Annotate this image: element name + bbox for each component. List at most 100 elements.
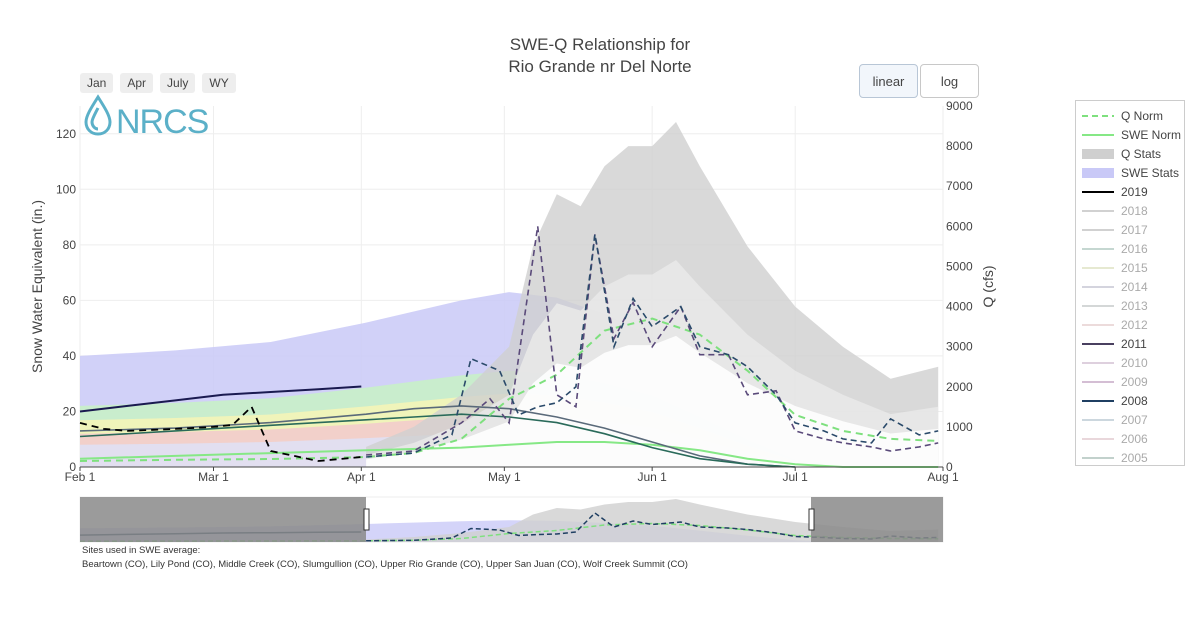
legend-symbol: [1081, 205, 1115, 217]
y2-tick-label: 7000: [946, 179, 973, 193]
swe-2019-line: [79, 385, 362, 413]
y-tick-label: 20: [63, 404, 77, 418]
chart-title: SWE-Q Relationship for Rio Grande nr Del…: [440, 34, 760, 78]
legend-symbol: [1081, 243, 1115, 255]
linear-scale-button[interactable]: linear: [859, 64, 918, 98]
y-tick-label: 0: [69, 460, 76, 474]
y-tick-label: 60: [63, 293, 77, 307]
legend-label: 2009: [1121, 374, 1148, 389]
y2-tick-label: 3000: [946, 340, 973, 354]
legend-label: 2005: [1121, 450, 1148, 465]
sites-label: Sites used in SWE average:: [82, 545, 201, 556]
range-selector: Jan Apr July WY: [80, 73, 236, 93]
x-tick-label: Apr 1: [347, 470, 376, 484]
y2-tick-label: 0: [946, 460, 953, 474]
legend-item-2007[interactable]: 2007: [1076, 410, 1184, 429]
swe-percentile-band: [80, 370, 843, 467]
legend-item-2013[interactable]: 2013: [1076, 296, 1184, 315]
legend-symbol: [1081, 433, 1115, 445]
legend-item-2019[interactable]: 2019: [1076, 182, 1184, 201]
legend-item-2010[interactable]: 2010: [1076, 353, 1184, 372]
legend-item-2016[interactable]: 2016: [1076, 239, 1184, 258]
legend-label: 2007: [1121, 412, 1148, 427]
x-tick-label: Aug 1: [927, 470, 959, 484]
legend-item-swe-norm[interactable]: SWE Norm: [1076, 125, 1184, 144]
range-button-apr[interactable]: Apr: [120, 73, 154, 93]
x-tick-label: Jun 1: [637, 470, 667, 484]
log-scale-button[interactable]: log: [920, 64, 979, 98]
legend-symbol: [1081, 224, 1115, 236]
q-stats-band: [366, 122, 939, 467]
y2-tick-label: 8000: [946, 139, 973, 153]
legend-item-q-norm[interactable]: Q Norm: [1076, 106, 1184, 125]
legend-item-2017[interactable]: 2017: [1076, 220, 1184, 239]
swe-norm-line: [79, 441, 939, 468]
y-tick-label: 120: [56, 127, 76, 141]
legend-label: 2008: [1121, 393, 1148, 408]
chart-title-line2: Rio Grande nr Del Norte: [508, 57, 692, 76]
legend-label: 2006: [1121, 431, 1148, 446]
legend-symbol: [1081, 110, 1115, 122]
legend-label: 2010: [1121, 355, 1148, 370]
swe-percentile-band: [80, 393, 843, 467]
legend-label: 2019: [1121, 184, 1148, 199]
legend-item-2011[interactable]: 2011: [1076, 334, 1184, 353]
range-button-jan[interactable]: Jan: [80, 73, 114, 93]
legend-label: 2014: [1121, 279, 1148, 294]
logo-text: NRCS: [116, 103, 209, 141]
legend-label: 2015: [1121, 260, 1148, 275]
sites-list: Beartown (CO), Lily Pond (CO), Middle Cr…: [82, 559, 688, 570]
legend-symbol: [1081, 338, 1115, 350]
legend-label: SWE Norm: [1121, 127, 1181, 142]
x-tick-label: May 1: [488, 470, 521, 484]
swe-2011-line: [79, 405, 796, 468]
y2-tick-label: 9000: [946, 99, 973, 113]
mini-swe-band: [80, 520, 939, 542]
x-tick-label: Feb 1: [65, 470, 96, 484]
legend-symbol: [1081, 148, 1115, 160]
range-slider[interactable]: [79, 496, 944, 543]
legend-symbol: [1081, 395, 1115, 407]
legend-symbol: [1081, 167, 1115, 179]
legend-symbol: [1081, 300, 1115, 312]
legend-symbol: [1081, 357, 1115, 369]
y-axis-title: Snow Water Equivalent (in.): [29, 200, 45, 373]
legend-item-2006[interactable]: 2006: [1076, 429, 1184, 448]
legend-item-2005[interactable]: 2005: [1076, 448, 1184, 467]
chart-title-line1: SWE-Q Relationship for: [509, 35, 691, 54]
x-tick-label: Mar 1: [198, 470, 229, 484]
mini-series-line: [79, 531, 362, 536]
legend-label: SWE Stats: [1121, 165, 1180, 180]
legend-label: 2012: [1121, 317, 1148, 332]
range-slider-handle-left[interactable]: [363, 508, 370, 531]
q-2011-line: [366, 226, 939, 456]
swe-2008-line: [79, 413, 796, 468]
y2-tick-label: 5000: [946, 259, 973, 273]
mini-series-line: [79, 522, 939, 543]
range-button-wy[interactable]: WY: [202, 73, 236, 93]
range-slider-mask-right: [811, 497, 943, 542]
legend-item-2012[interactable]: 2012: [1076, 315, 1184, 334]
legend-item-swe-stats[interactable]: SWE Stats: [1076, 163, 1184, 182]
legend-symbol: [1081, 262, 1115, 274]
legend-item-2014[interactable]: 2014: [1076, 277, 1184, 296]
legend-item-2008[interactable]: 2008: [1076, 391, 1184, 410]
legend-item-q-stats[interactable]: Q Stats: [1076, 144, 1184, 163]
legend-label: Q Norm: [1121, 108, 1163, 123]
scale-toggle: linear log: [859, 64, 979, 98]
legend-item-2018[interactable]: 2018: [1076, 201, 1184, 220]
q-stats-white-band: [366, 335, 939, 467]
legend-item-2015[interactable]: 2015: [1076, 258, 1184, 277]
nrcs-logo: NRCS: [84, 94, 210, 141]
legend-label: Q Stats: [1121, 146, 1162, 161]
y-tick-label: 100: [56, 182, 76, 196]
q-2019-line: [79, 405, 362, 462]
y2-tick-label: 2000: [946, 380, 973, 394]
range-button-july[interactable]: July: [160, 73, 196, 93]
range-slider-handle-right[interactable]: [808, 508, 815, 531]
q-norm-line: [79, 317, 939, 462]
grid-lines: [79, 106, 944, 468]
legend-item-2009[interactable]: 2009: [1076, 372, 1184, 391]
swe-percentile-band: [80, 414, 843, 467]
